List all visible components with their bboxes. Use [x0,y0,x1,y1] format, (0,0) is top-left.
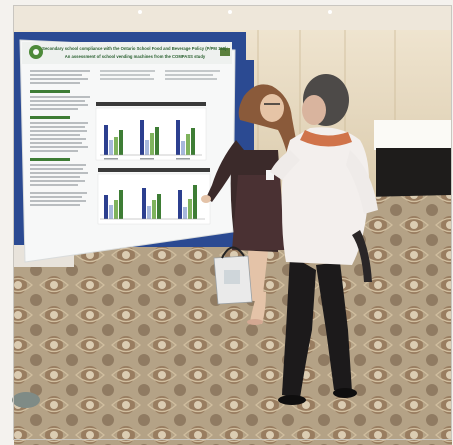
poster-text-column [30,70,90,206]
floor-object [12,392,40,408]
research-poster: Secondary school compliance with the Ont… [19,39,236,263]
presenter-person [201,84,300,325]
university-logo-icon [220,48,230,56]
poster-bar-chart-bottom [97,168,211,225]
poster-bar-chart-top [95,102,207,161]
side-table [374,120,452,150]
poster-title-line-1: Secondary school compliance with the Ont… [42,46,228,51]
visitor-person [270,74,378,405]
poster-title-line-2: An assessment of school vending machines… [65,54,206,59]
scarf [300,130,352,147]
tote-bag [213,246,253,305]
